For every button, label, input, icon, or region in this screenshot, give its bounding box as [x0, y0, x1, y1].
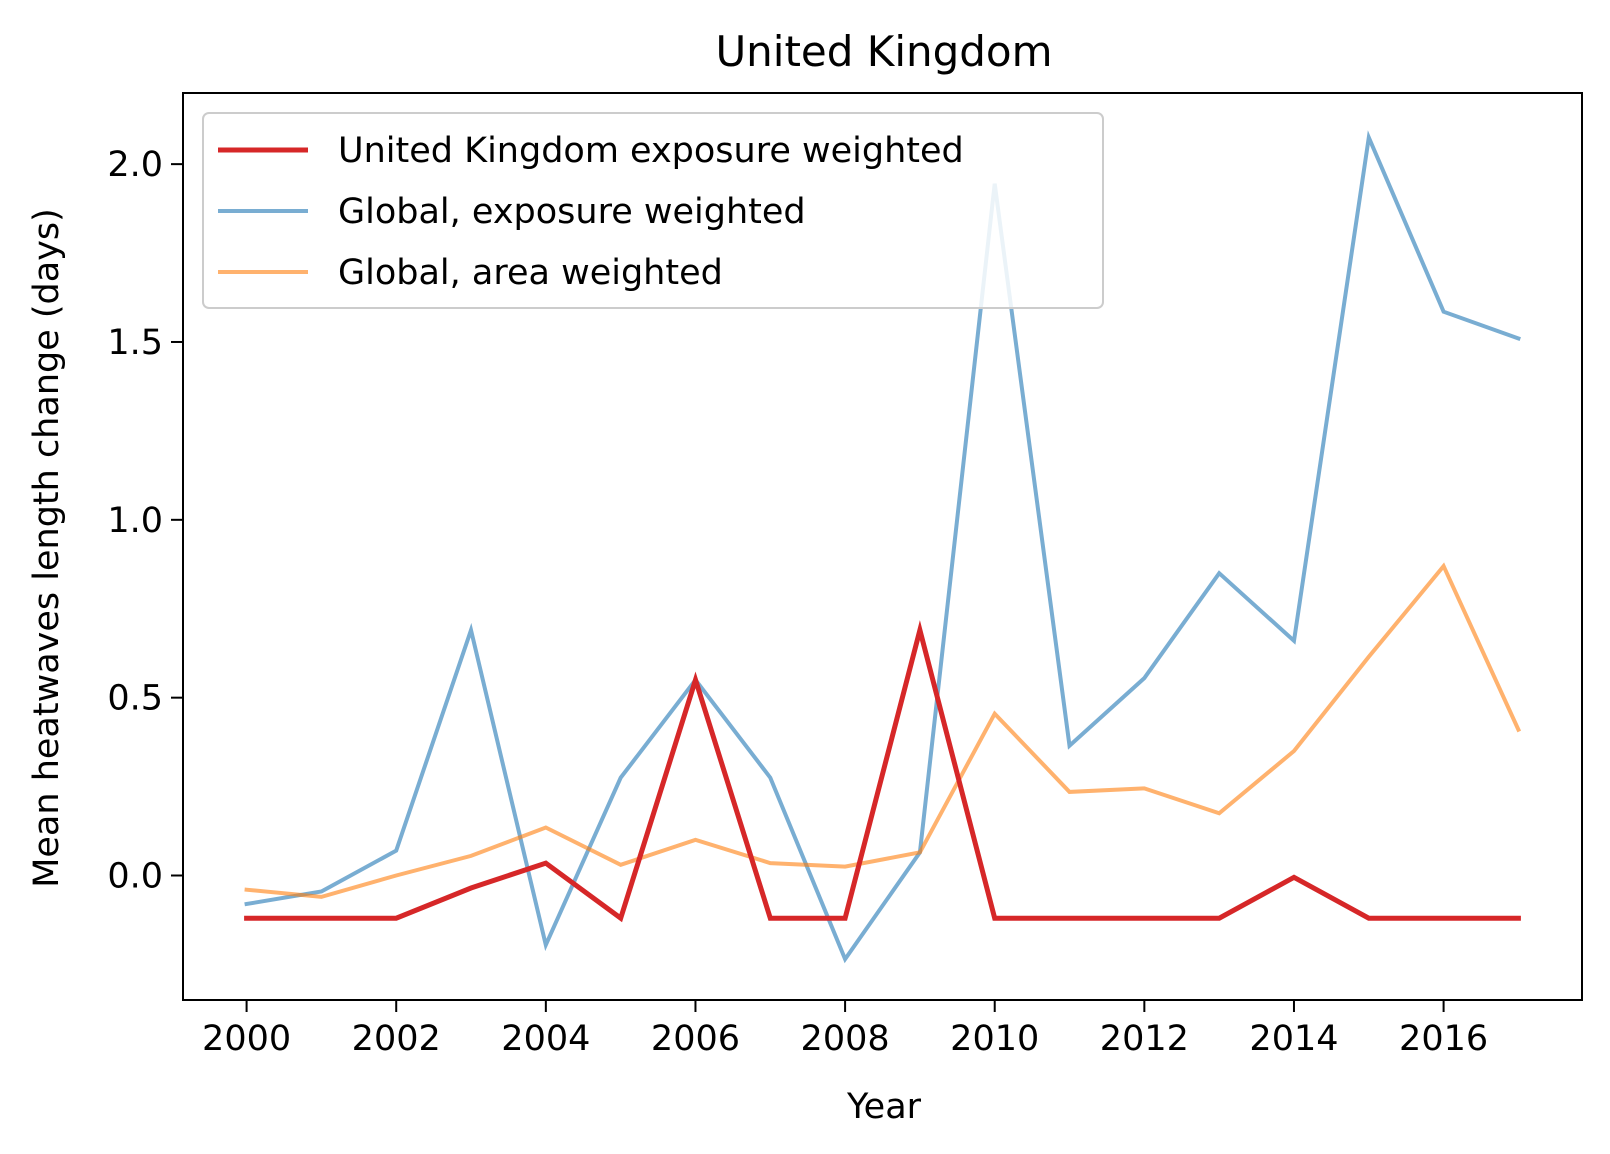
legend-label-2: Global, area weighted — [338, 253, 723, 293]
y-tick-label: 2.0 — [107, 145, 163, 185]
series-line-1 — [244, 130, 1521, 964]
y-tick-label: 0.5 — [107, 679, 163, 719]
x-tick-label: 2000 — [202, 1019, 291, 1059]
x-tick-label: 2002 — [352, 1019, 441, 1059]
x-tick-label: 2012 — [1100, 1019, 1189, 1059]
x-tick-label: 2004 — [501, 1019, 590, 1059]
legend-label-1: Global, exposure weighted — [338, 192, 806, 232]
y-tick-label: 0.0 — [107, 857, 163, 897]
x-axis-label: Year — [846, 1087, 922, 1127]
x-tick-label: 2014 — [1249, 1019, 1338, 1059]
legend: United Kingdom exposure weighted Global, … — [202, 112, 1104, 309]
y-tick-label: 1.0 — [107, 501, 163, 541]
x-axis: 2000 2002 2004 2006 2008 2010 2012 2014 2016 — [202, 1000, 1488, 1059]
y-axis-label: Mean heatwaves length change (days) — [27, 208, 67, 888]
series-line-2 — [244, 562, 1522, 899]
y-tick-label: 1.5 — [107, 323, 163, 363]
chart-title: United Kingdom — [715, 27, 1052, 76]
x-tick-label: 2006 — [651, 1019, 740, 1059]
series-layer — [244, 130, 1522, 964]
x-tick-label: 2016 — [1399, 1019, 1488, 1059]
legend-box — [202, 112, 1104, 309]
legend-label-0: United Kingdom exposure weighted — [338, 131, 964, 171]
y-axis: 0.0 0.5 1.0 1.5 2.0 — [107, 145, 183, 897]
series-line-0 — [244, 620, 1521, 923]
x-tick-label: 2008 — [801, 1019, 890, 1059]
x-tick-label: 2010 — [950, 1019, 1039, 1059]
